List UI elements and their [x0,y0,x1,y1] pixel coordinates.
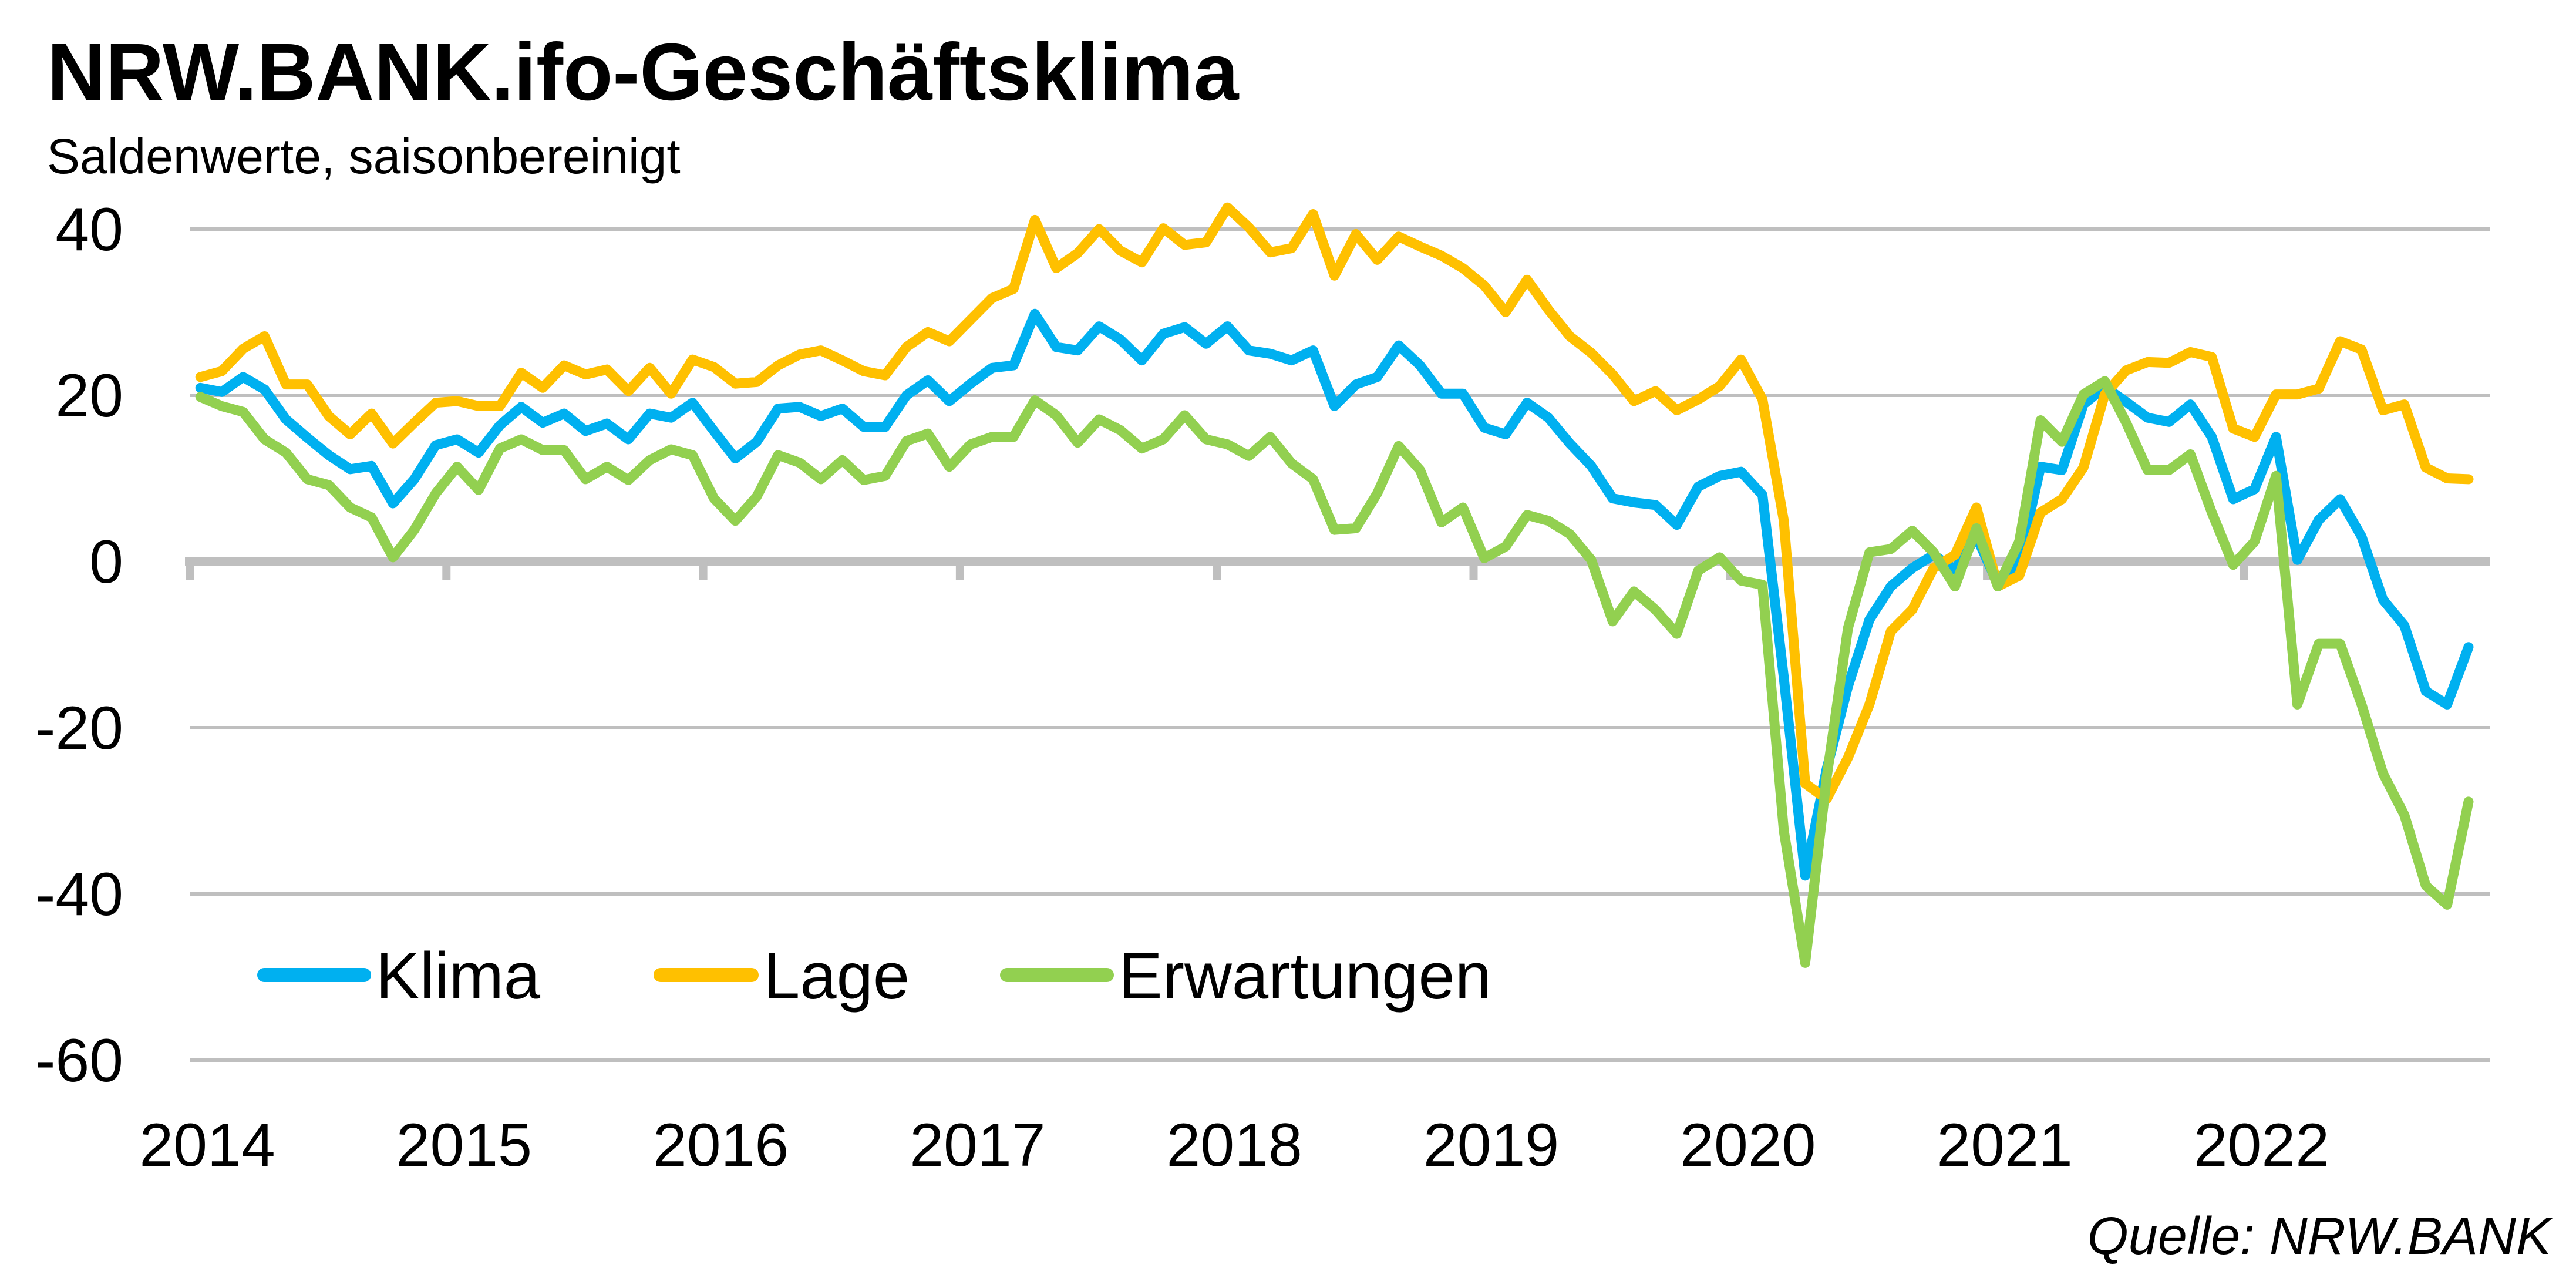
x-axis: 2014 2015 2016 2017 2018 2019 2020 2021 2022 [139,557,2490,1179]
series-line-erwartungen [195,376,2474,968]
legend-label-erwartungen: Erwartungen [1119,939,1491,1013]
legend: Klima Lage Erwartungen [257,939,1491,1013]
legend-label-klima: Klima [376,939,541,1013]
chart-title: NRW.BANK.ifo-Geschäftsklima [47,27,1240,117]
legend-label-lage: Lage [763,939,910,1013]
y-axis-ticks: 40 20 0 -20 -40 -60 [35,196,123,1095]
series-line-klima [195,308,2474,881]
x-tick-label: 2014 [139,1111,275,1179]
x-tick-label: 2015 [396,1111,532,1179]
y-tick-label: 0 [89,528,123,596]
y-tick-label: 20 [55,362,123,430]
x-tick-label: 2017 [910,1111,1045,1179]
x-tick-label: 2020 [1680,1111,1816,1179]
gridlines [190,227,2490,1062]
source-note: Quelle: NRW.BANK [2087,1207,2554,1266]
series-lines [195,202,2474,968]
chart-subtitle: Saldenwerte, saisonbereinigt [47,129,681,184]
y-tick-label: -40 [35,860,123,929]
x-tick-label: 2022 [2194,1111,2329,1179]
y-tick-label: -20 [35,694,123,762]
y-tick-label: -60 [35,1027,123,1095]
x-tick-label: 2019 [1423,1111,1559,1179]
series-line-lage [195,202,2474,805]
y-tick-label: 40 [55,196,123,264]
x-tick-label: 2016 [653,1111,789,1179]
x-tick-label: 2021 [1937,1111,2072,1179]
x-tick-label: 2018 [1167,1111,1302,1179]
